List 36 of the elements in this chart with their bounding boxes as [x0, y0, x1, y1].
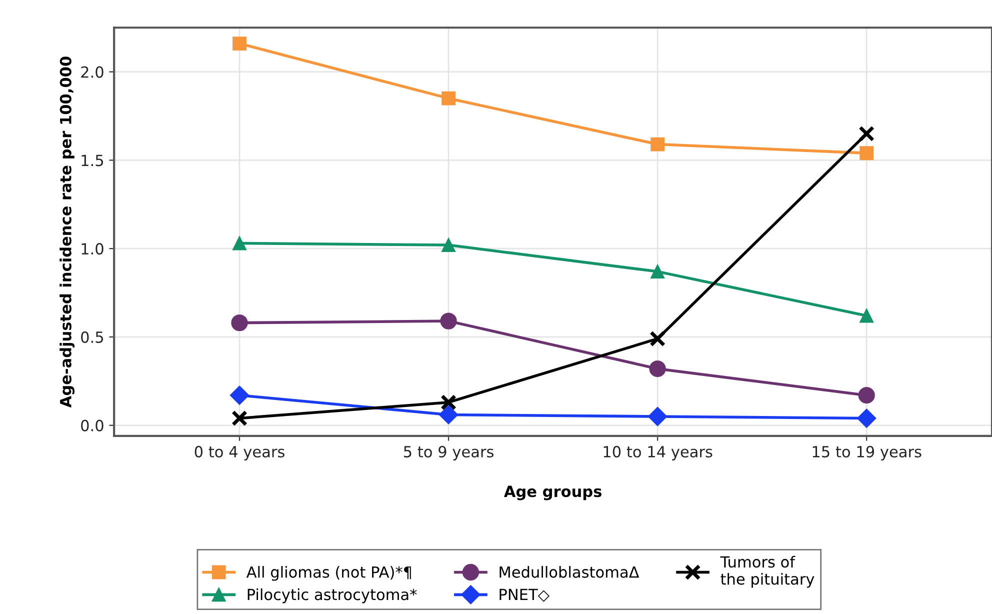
point [858, 386, 875, 404]
point [857, 408, 876, 428]
point [649, 360, 666, 378]
y-axis-title: Age-adjusted incidence rate per 100,000 [60, 56, 75, 408]
legend-label: Tumors of the pituitary [720, 556, 814, 588]
point [650, 137, 664, 152]
point [858, 126, 875, 142]
point [650, 330, 666, 347]
point [860, 146, 874, 160]
point [860, 308, 874, 323]
x-tick-label: 10 to 14 years [604, 446, 712, 460]
point [442, 238, 456, 252]
y-tick-label: 1.5 [82, 154, 104, 166]
legend-label: All gliomas (not PA)*¶ [246, 566, 411, 581]
x-tick-label: 5 to 9 years [404, 446, 494, 460]
point [231, 314, 248, 332]
point [440, 394, 457, 410]
point [442, 91, 456, 106]
point [232, 236, 246, 250]
point [648, 406, 668, 426]
y-tick-label: 2.0 [81, 66, 104, 78]
y-tick-label: 0.0 [81, 420, 104, 432]
point [438, 405, 458, 424]
legend-label: MedulloblastomaΔ [500, 566, 640, 578]
y-tick-label: 0.5 [81, 331, 104, 343]
x-tick-label: 0 to 4 years [194, 446, 284, 460]
legend-label: Pilocytic astrocytoma* [248, 588, 417, 604]
y-tick-label: 1.0 [82, 243, 104, 255]
x-axis-title: Age groups [504, 486, 602, 500]
x-tick-label: 15 to 19 years [812, 446, 922, 460]
point [650, 264, 664, 278]
point [232, 410, 248, 426]
legend-label: PNET◇ [500, 588, 550, 602]
point [230, 386, 250, 405]
point [232, 36, 246, 50]
point [440, 312, 457, 330]
